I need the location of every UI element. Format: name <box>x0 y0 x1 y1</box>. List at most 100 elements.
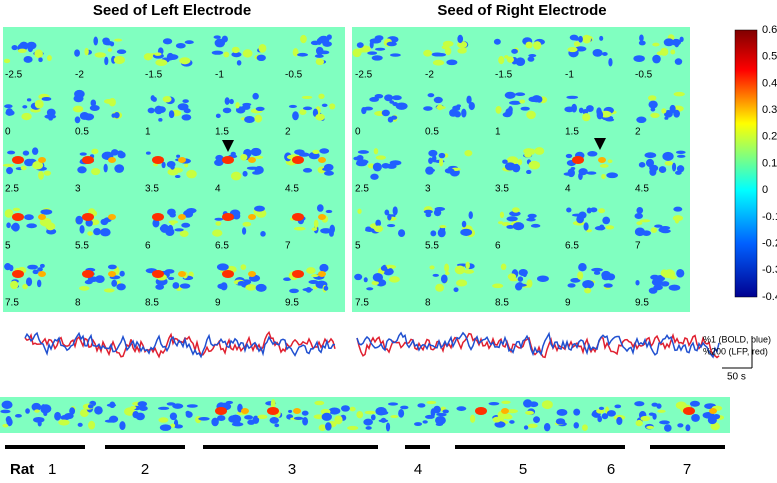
blob <box>578 107 584 114</box>
blob <box>565 153 573 159</box>
blob <box>254 114 263 123</box>
blob <box>571 213 584 217</box>
blob <box>679 36 684 43</box>
blob <box>504 91 516 99</box>
blob <box>566 95 579 99</box>
blob <box>669 275 677 280</box>
blob <box>374 35 384 41</box>
time-label: 0 <box>355 127 361 138</box>
hot-spot <box>82 270 94 278</box>
blob <box>575 46 587 52</box>
blob <box>397 229 406 238</box>
blob <box>40 209 53 215</box>
blob <box>528 160 541 170</box>
blob <box>143 53 153 61</box>
hot-spot <box>38 157 46 163</box>
blob <box>507 273 517 280</box>
blob <box>423 49 432 57</box>
blob <box>357 208 362 214</box>
blob <box>11 222 20 232</box>
blob <box>522 271 527 278</box>
blob <box>27 43 34 53</box>
blob <box>225 400 234 405</box>
blob <box>41 96 52 101</box>
blob <box>310 40 320 46</box>
colorbar-tick: 0.4 <box>762 77 777 89</box>
blob <box>87 231 93 236</box>
blob <box>648 100 658 109</box>
blob <box>302 106 313 111</box>
blob <box>650 107 656 112</box>
time-label: 1 <box>495 127 501 138</box>
blob <box>169 412 178 421</box>
blob <box>673 91 685 97</box>
blob <box>11 44 18 51</box>
blob <box>242 221 252 227</box>
blob <box>515 283 527 287</box>
time-label: 1 <box>145 127 151 138</box>
blob <box>168 110 175 119</box>
blob <box>174 228 184 232</box>
time-label: 7 <box>285 241 291 252</box>
blob <box>158 118 163 122</box>
blob <box>425 212 432 218</box>
hot-spot <box>82 156 94 164</box>
blob <box>672 162 677 172</box>
blob <box>5 416 12 424</box>
time-label: 0.5 <box>75 127 89 138</box>
blob <box>240 153 248 161</box>
blob <box>43 170 52 176</box>
hot-spot <box>215 407 227 415</box>
blob <box>242 49 253 58</box>
blob <box>242 102 252 107</box>
blob <box>436 105 446 110</box>
blob <box>660 269 668 277</box>
scale-label: %1 (BOLD, blue) <box>703 334 771 344</box>
blob <box>46 54 52 62</box>
blob <box>444 168 455 174</box>
blob <box>223 51 230 58</box>
blob <box>543 423 551 432</box>
colorbar-tick: 0.5 <box>762 51 777 63</box>
blob <box>93 227 101 236</box>
blob <box>582 279 595 289</box>
blob <box>499 211 505 219</box>
blob <box>466 95 472 104</box>
blob <box>435 283 445 292</box>
blob <box>599 164 609 168</box>
blob <box>461 220 467 228</box>
blob <box>5 110 15 116</box>
blob <box>662 151 674 161</box>
blob <box>373 148 379 155</box>
blob <box>154 52 162 56</box>
blob <box>79 285 90 291</box>
blob <box>365 426 372 430</box>
blob <box>437 228 446 238</box>
blob <box>283 277 292 282</box>
time-label: 6.5 <box>215 241 229 252</box>
blob <box>689 400 700 407</box>
blob <box>563 172 573 176</box>
time-label: 2 <box>635 127 641 138</box>
blob <box>636 116 647 124</box>
time-label: -2 <box>425 70 434 81</box>
blob <box>315 58 325 66</box>
blob <box>596 110 604 120</box>
blob <box>520 106 530 111</box>
blob <box>372 273 384 282</box>
blob <box>186 404 198 408</box>
blob <box>322 41 332 47</box>
blob <box>391 95 402 101</box>
blob <box>103 288 115 293</box>
blob <box>74 49 80 57</box>
hot-spot <box>598 157 606 163</box>
group-bar <box>105 445 185 449</box>
blob <box>162 38 173 45</box>
hot-spot <box>318 157 326 163</box>
blob <box>556 409 568 416</box>
blob <box>174 174 181 179</box>
blob <box>366 287 374 291</box>
hot-spot <box>572 156 584 164</box>
blob <box>179 283 191 289</box>
blob <box>354 273 363 281</box>
